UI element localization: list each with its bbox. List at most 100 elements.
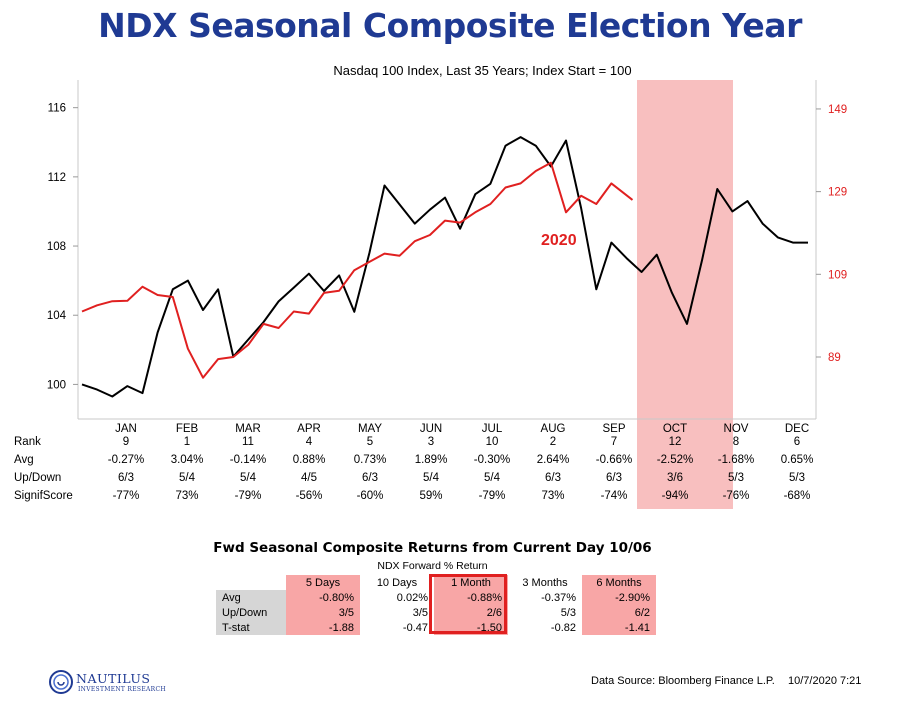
fwd-cell: 5/3 [560,606,576,619]
month-label: APR [297,423,321,435]
stats-cell: 1.89% [414,454,448,466]
stats-cell: 73% [541,490,565,502]
fwd-returns-table: 5 Days 10 Days 1 Month 3 Months 6 Months Avg -… [216,575,656,635]
fwd-cell: 3/5 [286,605,360,620]
nautilus-logo-icon [49,670,74,694]
left-tick-label: 100 [47,379,66,391]
month-label: JAN [115,423,137,435]
stats-cell: -0.30% [473,454,511,466]
stats-row-label: Up/Down [14,472,62,484]
fwd-cell: 0.02% [396,591,428,604]
stats-row-label: SignifScore [14,490,73,502]
stats-cell: -0.66% [595,454,633,466]
stats-cell: -77% [112,490,140,502]
left-tick-label: 112 [48,172,66,184]
fwd-column-header: 3 Months [522,576,568,589]
stats-cell: 0.73% [353,454,387,466]
month-label: AUG [541,423,566,435]
left-tick-label: 116 [48,103,66,115]
stats-cell: 11 [242,436,254,448]
fwd-cell: 6/2 [582,605,656,620]
chart-title: NDX Seasonal Composite Election Year [98,6,802,45]
left-tick-label: 108 [47,241,66,253]
data-source: Data Source: Bloomberg Finance L.P. [591,675,775,687]
stats-cell: 5 [366,436,374,448]
stats-row-label: Avg [14,454,34,466]
month-label: JUL [482,423,503,435]
stats-cell: 4 [305,436,313,448]
stats-cell: 2.64% [536,454,570,466]
composite-series-line [81,136,808,398]
stats-cell: 5/4 [179,472,195,484]
stats-cell: -0.14% [229,454,267,466]
stats-cell: -79% [478,490,506,502]
fwd-cell: -0.37% [541,591,576,604]
fwd-column-header: 1 Month [434,575,508,590]
fwd-row-label: T-stat [216,620,286,635]
oct-highlight-band [637,80,733,419]
month-label: FEB [176,423,199,435]
stats-cell: -94% [661,490,689,502]
right-tick-label: 149 [828,104,847,116]
logo-name: NAUTILUS [76,671,151,686]
series-annotation: 2020 [541,232,577,249]
stats-cell: -74% [600,490,628,502]
fwd-cell: -2.90% [582,590,656,605]
stats-cell: -0.27% [107,454,145,466]
stats-cell: -68% [783,490,811,502]
stats-cell: 8 [732,436,740,448]
fwd-column-header: 6 Months [582,575,656,590]
stats-cell: 6 [793,436,801,448]
month-label: MAY [358,423,382,435]
month-label: OCT [663,423,687,435]
stats-cell: -1.68% [717,454,755,466]
oct-stats-highlight [637,419,733,509]
fwd-highlight-box [429,574,507,634]
month-label: JUN [420,423,442,435]
fwd-row-label: Avg [216,590,286,605]
stats-cell: -79% [234,490,262,502]
stats-cell: 5/3 [728,472,744,484]
stats-cell: 12 [668,436,682,448]
month-label: DEC [785,423,809,435]
stats-cell: 5/4 [240,472,256,484]
fwd-cell: -0.88% [434,590,508,605]
stats-cell: -2.52% [656,454,694,466]
left-tick-label: 104 [47,310,67,322]
stats-cell: 1 [183,436,191,448]
stats-cell: 4/5 [301,472,317,484]
fwd-table-title: Fwd Seasonal Composite Returns from Curr… [213,540,652,556]
stats-cell: 5/4 [484,472,500,484]
stats-cell: -60% [356,490,384,502]
fwd-table-subtitle: NDX Forward % Return [377,560,488,572]
fwd-cell: -0.47 [402,621,428,634]
fwd-cell: 3/5 [412,606,428,619]
header-blank [216,575,286,590]
stats-cell: 3 [427,436,435,448]
stats-cell: -76% [722,490,750,502]
stats-cell: 59% [419,490,443,502]
right-tick-label: 109 [828,269,847,281]
stats-cell: 6/3 [118,472,134,484]
stats-cell: 6/3 [606,472,622,484]
chart-subtitle: Nasdaq 100 Index, Last 35 Years; Index S… [333,63,632,78]
stats-cell: 6/3 [362,472,378,484]
stats-cell: 10 [485,436,499,448]
fwd-cell: -1.88 [286,620,360,635]
stats-cell: 0.65% [780,454,814,466]
year-2020-series-line [81,161,634,379]
fwd-column-header: 10 Days [376,576,418,589]
stats-cell: 6/3 [545,472,561,484]
stats-cell: 9 [122,436,130,448]
stats-cell: 3.04% [170,454,204,466]
fwd-cell: -0.82 [550,621,576,634]
fwd-cell: 2/6 [434,605,508,620]
fwd-cell: -1.41 [582,620,656,635]
fwd-row-label: Up/Down [216,605,286,620]
fwd-cell: -0.80% [286,590,360,605]
month-label: SEP [602,423,625,435]
logo-tagline: INVESTMENT RESEARCH [78,686,166,693]
right-tick-label: 89 [828,352,841,364]
stats-cell: -56% [295,490,323,502]
